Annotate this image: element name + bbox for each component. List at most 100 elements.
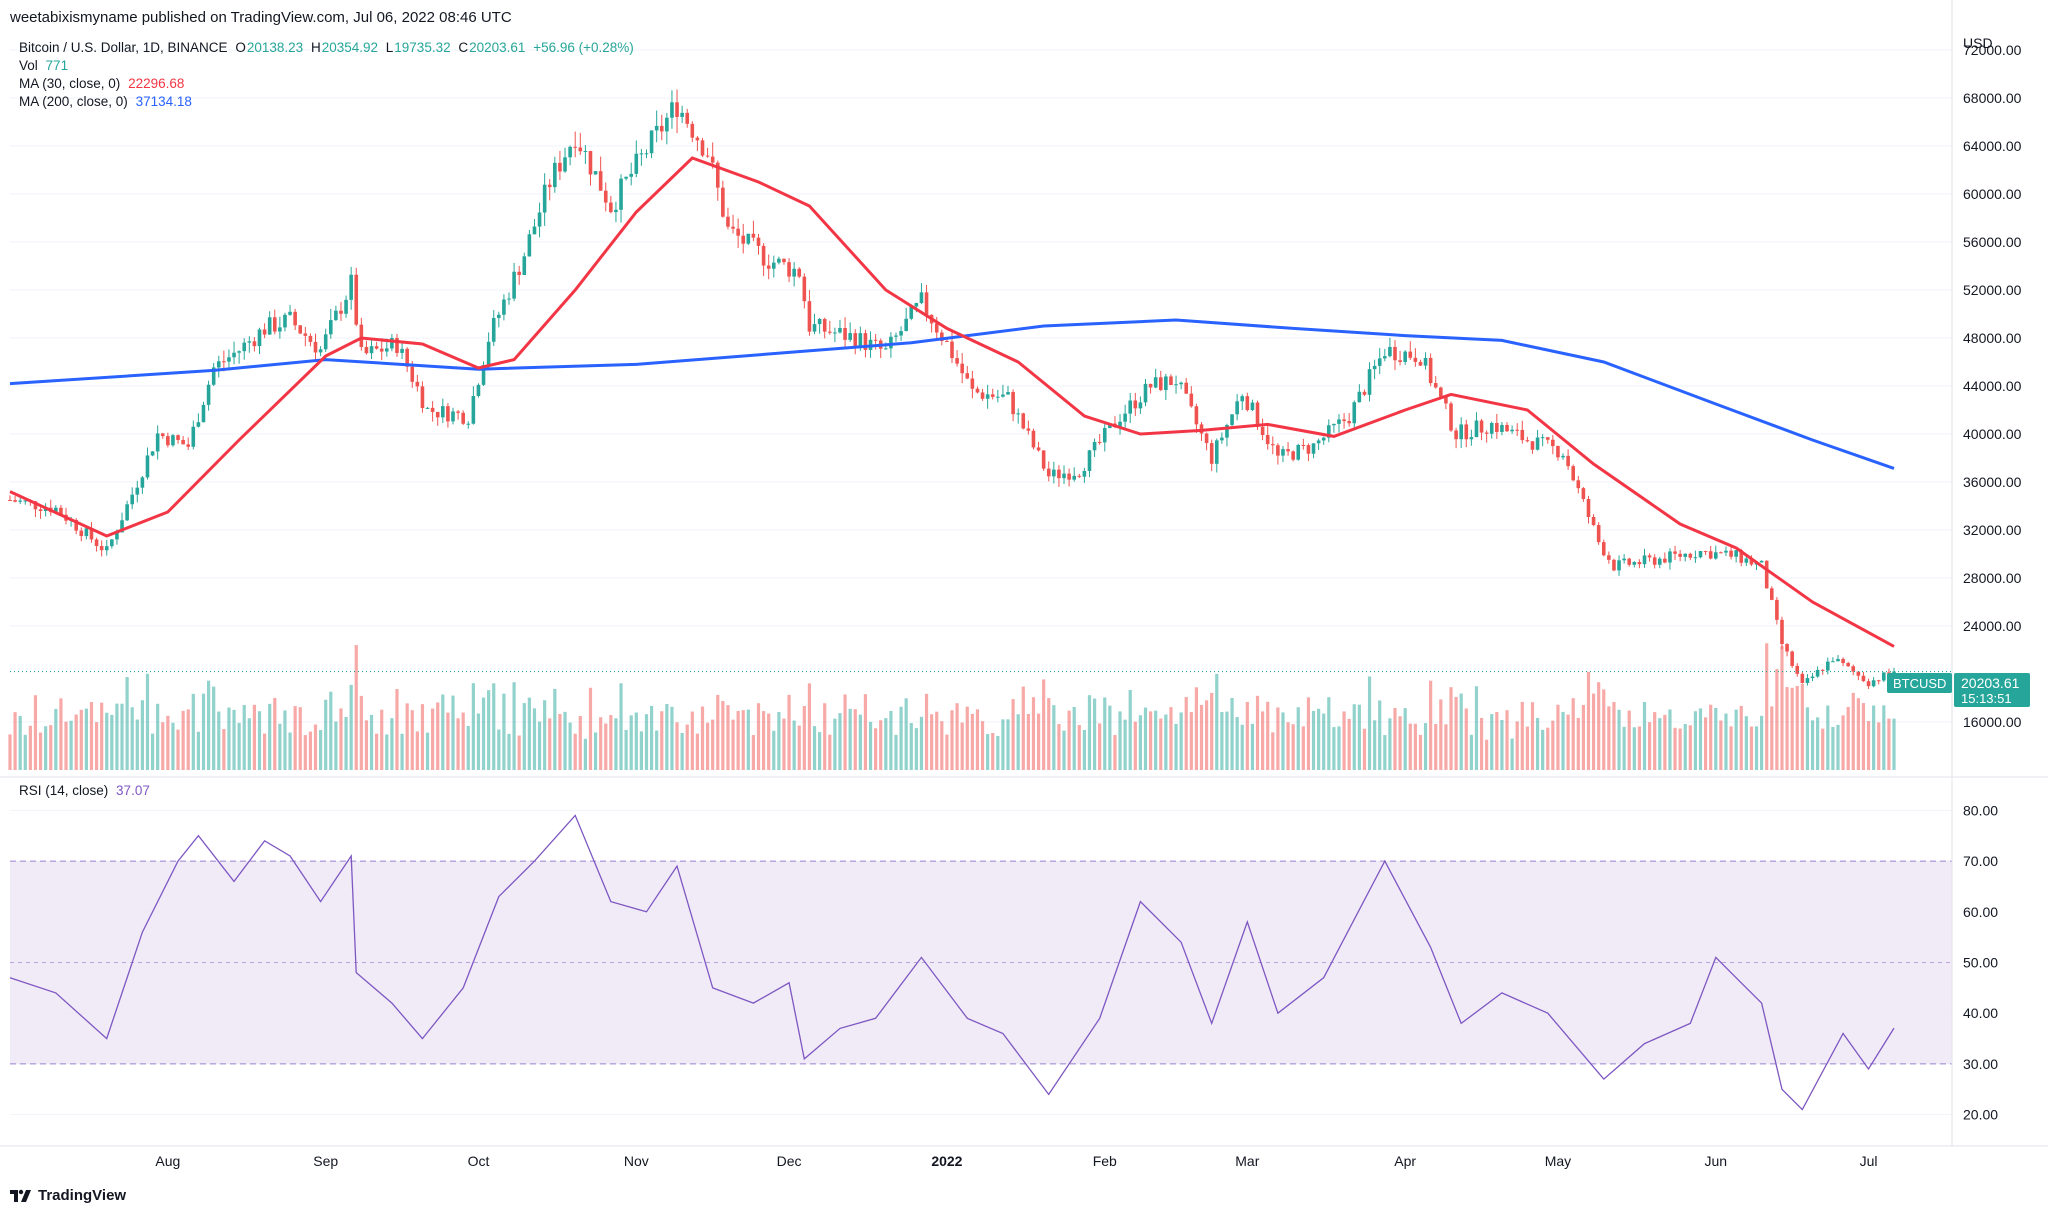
candle-body	[1749, 558, 1754, 565]
volume-bar	[1612, 701, 1616, 770]
candle-body	[481, 365, 486, 385]
candle-body	[227, 357, 231, 362]
volume-bar	[227, 707, 231, 770]
volume-bar	[1760, 715, 1764, 770]
candle-body	[1637, 562, 1642, 565]
candle-body	[8, 500, 12, 501]
volume-bar	[904, 698, 908, 770]
volume-bar	[446, 712, 450, 770]
volume-bar	[568, 722, 572, 770]
candle-body	[629, 173, 634, 177]
candle-body	[1357, 391, 1362, 403]
volume-bar	[1383, 735, 1387, 770]
volume-bar	[1454, 696, 1458, 770]
ma30-label: MA (30, close, 0)	[19, 76, 121, 91]
candle-body	[665, 117, 669, 132]
candle-body	[395, 337, 399, 353]
candle-body	[812, 324, 817, 332]
volume-bar	[1021, 686, 1025, 770]
candle-body	[486, 341, 491, 366]
candle-body	[695, 137, 700, 141]
volume-bar	[1174, 723, 1178, 770]
candle-body	[328, 320, 333, 335]
volume-bar	[1261, 711, 1265, 770]
candle-body	[1118, 421, 1122, 428]
candle-body	[1561, 455, 1565, 458]
volume-bar	[1347, 718, 1351, 770]
candle-body	[1703, 551, 1708, 553]
candle-body	[1418, 361, 1423, 366]
candle-body	[1713, 552, 1718, 559]
candle-body	[1403, 351, 1407, 362]
symbol-name[interactable]: Bitcoin / U.S. Dollar, 1D, BINANCE	[19, 40, 228, 55]
time-tick-label: Oct	[468, 1153, 490, 1169]
volume-bar	[1795, 685, 1799, 770]
candle-body	[960, 363, 964, 374]
time-tick-label: Dec	[777, 1153, 802, 1169]
candle-body	[99, 546, 104, 551]
volume-bar	[614, 718, 618, 770]
candle-body	[1759, 560, 1764, 563]
volume-bar	[268, 703, 272, 770]
ma200-legend[interactable]: MA (200, close, 0) 37134.18	[19, 94, 196, 109]
candle-body	[405, 348, 409, 367]
volume-bar	[334, 721, 338, 770]
volume-bar	[802, 705, 806, 770]
volume-bar	[110, 714, 114, 770]
volume-bar	[1673, 727, 1677, 770]
price-tag[interactable]: BTCUSD 20203.61 15:13:51	[1887, 673, 2030, 707]
volume-bar	[242, 705, 246, 770]
volume-bar	[313, 724, 318, 770]
symbol-legend[interactable]: Bitcoin / U.S. Dollar, 1D, BINANCE O2013…	[19, 40, 638, 55]
candle-body	[446, 406, 450, 422]
volume-bar	[1123, 719, 1127, 770]
volume-bar	[1719, 720, 1723, 770]
candle-body	[547, 184, 552, 188]
volume-bar	[405, 703, 409, 770]
candle-body	[1815, 669, 1820, 677]
candle-body	[1515, 429, 1519, 431]
candle-body	[558, 162, 562, 172]
volume-bar	[675, 722, 679, 770]
volume-bar	[1765, 643, 1769, 770]
candle-body	[283, 314, 287, 328]
candle-body	[1464, 424, 1469, 440]
candle-body	[430, 407, 435, 412]
candle-body	[889, 336, 893, 349]
symbol-tag-text: BTCUSD	[1893, 676, 1946, 691]
candle-body	[644, 153, 649, 155]
candle-body	[211, 367, 216, 385]
rsi-value: 37.07	[116, 783, 150, 798]
volume-bar	[1362, 728, 1367, 770]
volume-bar	[1154, 710, 1158, 770]
candle-body	[792, 268, 796, 277]
volume-bar	[476, 713, 481, 770]
candle-body	[1866, 681, 1871, 687]
candle-body	[1082, 470, 1087, 477]
volume-bar	[1459, 693, 1463, 770]
ma30-line	[9, 156, 1895, 648]
ma200-value: 37134.18	[135, 94, 192, 109]
candle-body	[267, 317, 272, 335]
volume-bar	[1423, 723, 1428, 770]
volume-bar	[18, 715, 22, 770]
ma30-legend[interactable]: MA (30, close, 0) 22296.68	[19, 76, 188, 91]
volume-legend[interactable]: Vol 771	[19, 58, 72, 73]
volume-bar	[420, 704, 425, 770]
volume-bar	[1444, 724, 1448, 770]
volume-bar	[1882, 705, 1886, 770]
candle-body	[1530, 441, 1535, 450]
candle-body	[1764, 560, 1769, 589]
volume-bar	[105, 712, 109, 770]
candle-body	[787, 262, 791, 277]
footer-brand[interactable]: TradingView	[10, 1187, 126, 1204]
candle-body	[1851, 666, 1856, 672]
rsi-tick-label: 50.00	[1963, 955, 1998, 971]
rsi-legend[interactable]: RSI (14, close) 37.07	[19, 783, 154, 798]
volume-bar	[262, 733, 267, 770]
candle-body	[160, 433, 165, 437]
volume-bar	[425, 732, 430, 770]
price-badge-countdown: 15:13:51	[1961, 691, 2012, 706]
candle-body	[899, 331, 903, 336]
